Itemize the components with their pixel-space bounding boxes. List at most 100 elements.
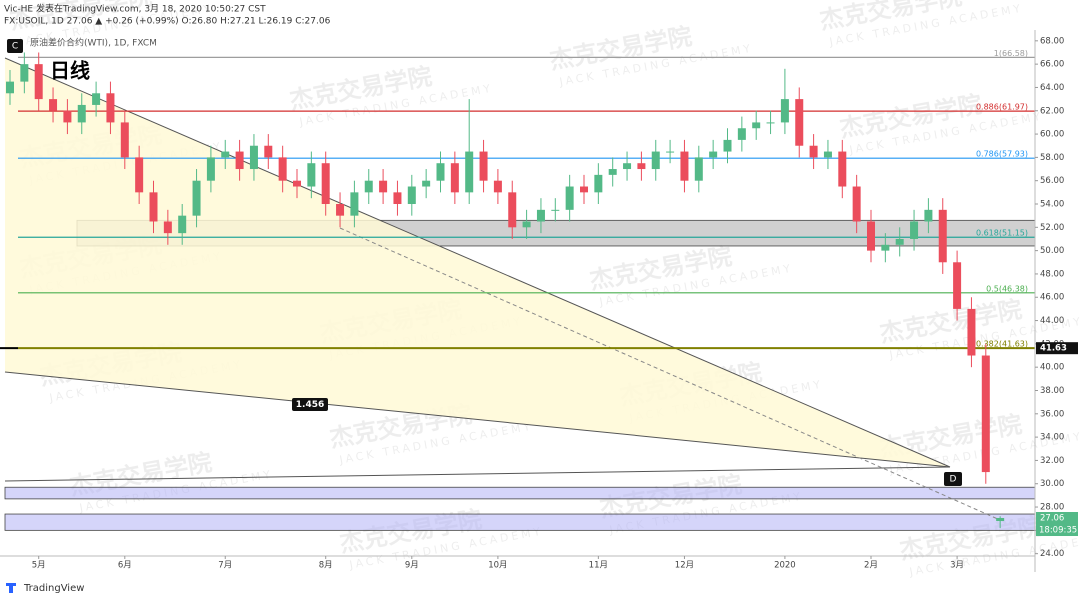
x-tick-label: 3月	[950, 561, 964, 571]
candle-body	[852, 186, 861, 222]
fib-label: 0.786(57.93)	[976, 150, 1028, 159]
candle-body	[321, 163, 330, 205]
candle-body	[293, 180, 301, 187]
candle-body	[278, 157, 287, 181]
fib-label: 0.886(61.97)	[976, 103, 1028, 112]
candle-body	[422, 180, 431, 187]
candle-body	[809, 145, 818, 158]
zone	[4, 486, 1036, 500]
candle-body	[910, 221, 919, 239]
legend: 原油差价合约(WTI), 1D, FXCM	[30, 37, 157, 49]
footer-logo	[6, 583, 16, 593]
candle-body	[508, 192, 517, 228]
candle-body	[938, 209, 947, 263]
candle-body	[623, 163, 632, 170]
candle-body	[996, 518, 1005, 522]
footer-bar	[0, 578, 1080, 600]
candle-body	[967, 308, 976, 356]
candle-body	[206, 157, 215, 181]
chart-title: 日线	[50, 59, 90, 83]
c-box	[7, 39, 23, 53]
fib-label: 0.5(46.38)	[986, 284, 1028, 293]
candle-body	[666, 151, 675, 153]
fib-label: 0.382(41.63)	[976, 340, 1028, 349]
candle-body	[823, 151, 832, 158]
candle-body	[838, 151, 847, 187]
candle-body	[34, 64, 43, 100]
y-tick-label: 54.00	[1040, 200, 1064, 210]
y-tick-label: 28.00	[1040, 503, 1064, 513]
candle-body	[120, 122, 129, 158]
candle-body	[867, 221, 875, 251]
ratio-label: 1.456	[296, 400, 324, 410]
x-tick-label: 10月	[488, 561, 507, 571]
candle-body	[780, 99, 789, 123]
candle-body	[436, 163, 445, 181]
ratio-box	[292, 398, 328, 411]
candle-body	[6, 81, 14, 94]
candle-body	[953, 262, 962, 309]
x-tick-label: 8月	[319, 561, 333, 571]
candle-body	[680, 151, 689, 181]
y-tick-label: 34.00	[1040, 433, 1064, 443]
candle-body	[163, 221, 172, 234]
y-tick-label: 68.00	[1040, 36, 1064, 46]
y-tick-label: 44.00	[1040, 316, 1064, 326]
candle-body	[264, 145, 273, 158]
y-tick-label: 50.00	[1040, 246, 1064, 256]
candle-body	[49, 99, 58, 111]
candle-body	[20, 64, 29, 82]
candle-body	[364, 180, 373, 193]
candle-body	[393, 192, 402, 205]
x-tick-label: 5月	[32, 561, 46, 571]
candle-body	[651, 151, 660, 170]
candle-body	[766, 122, 775, 124]
candle-body	[752, 122, 761, 129]
pattern-line	[4, 466, 951, 482]
candle-body	[336, 204, 345, 216]
candle-body	[795, 99, 804, 146]
candle-body	[594, 174, 603, 193]
candle-body	[737, 128, 746, 140]
candle-body	[465, 151, 474, 193]
candle-body	[135, 157, 144, 193]
x-tick-label: 12月	[675, 561, 694, 571]
header-line2: FX:USOIL, 1D 27.06 ▲ +0.26 (+0.99%) O:26…	[4, 17, 331, 27]
candle-body	[895, 238, 904, 245]
candle-body	[178, 215, 187, 234]
candle-body	[92, 93, 101, 105]
candle-body	[479, 151, 488, 181]
y-tick-label: 40.00	[1040, 363, 1064, 373]
last-price-label: 27.06	[1040, 514, 1064, 524]
candle-body	[407, 186, 416, 205]
candle-body	[565, 186, 574, 210]
y-tick-label: 32.00	[1040, 456, 1064, 466]
candle-body	[450, 163, 459, 193]
candle-body	[881, 244, 890, 251]
y-tick-label: 36.00	[1040, 409, 1064, 419]
candle-body	[149, 192, 158, 222]
candle-body	[106, 93, 115, 123]
y-tick-label: 60.00	[1040, 130, 1064, 140]
x-tick-label: 11月	[589, 561, 608, 571]
crosshair-tag	[1036, 342, 1078, 355]
crosshair-label: 41.63	[1040, 344, 1067, 354]
d-box	[944, 472, 962, 486]
pattern-line	[4, 371, 951, 468]
y-tick-label: 62.00	[1040, 106, 1064, 116]
fib-label: 1(66.58)	[994, 49, 1028, 58]
candle-body	[63, 110, 72, 123]
candle-body	[379, 180, 388, 193]
fib-label: 0.618(51.15)	[976, 229, 1028, 238]
x-tick-label: 2月	[864, 561, 878, 571]
candle-body	[235, 151, 244, 170]
y-tick-label: 46.00	[1040, 293, 1064, 303]
candle-body	[924, 209, 933, 222]
candle-body	[249, 145, 258, 170]
pattern-dashed	[339, 227, 1001, 521]
zone	[4, 513, 1036, 531]
y-tick-label: 48.00	[1040, 269, 1064, 279]
candle-body	[522, 221, 531, 228]
candle-body	[350, 192, 359, 216]
